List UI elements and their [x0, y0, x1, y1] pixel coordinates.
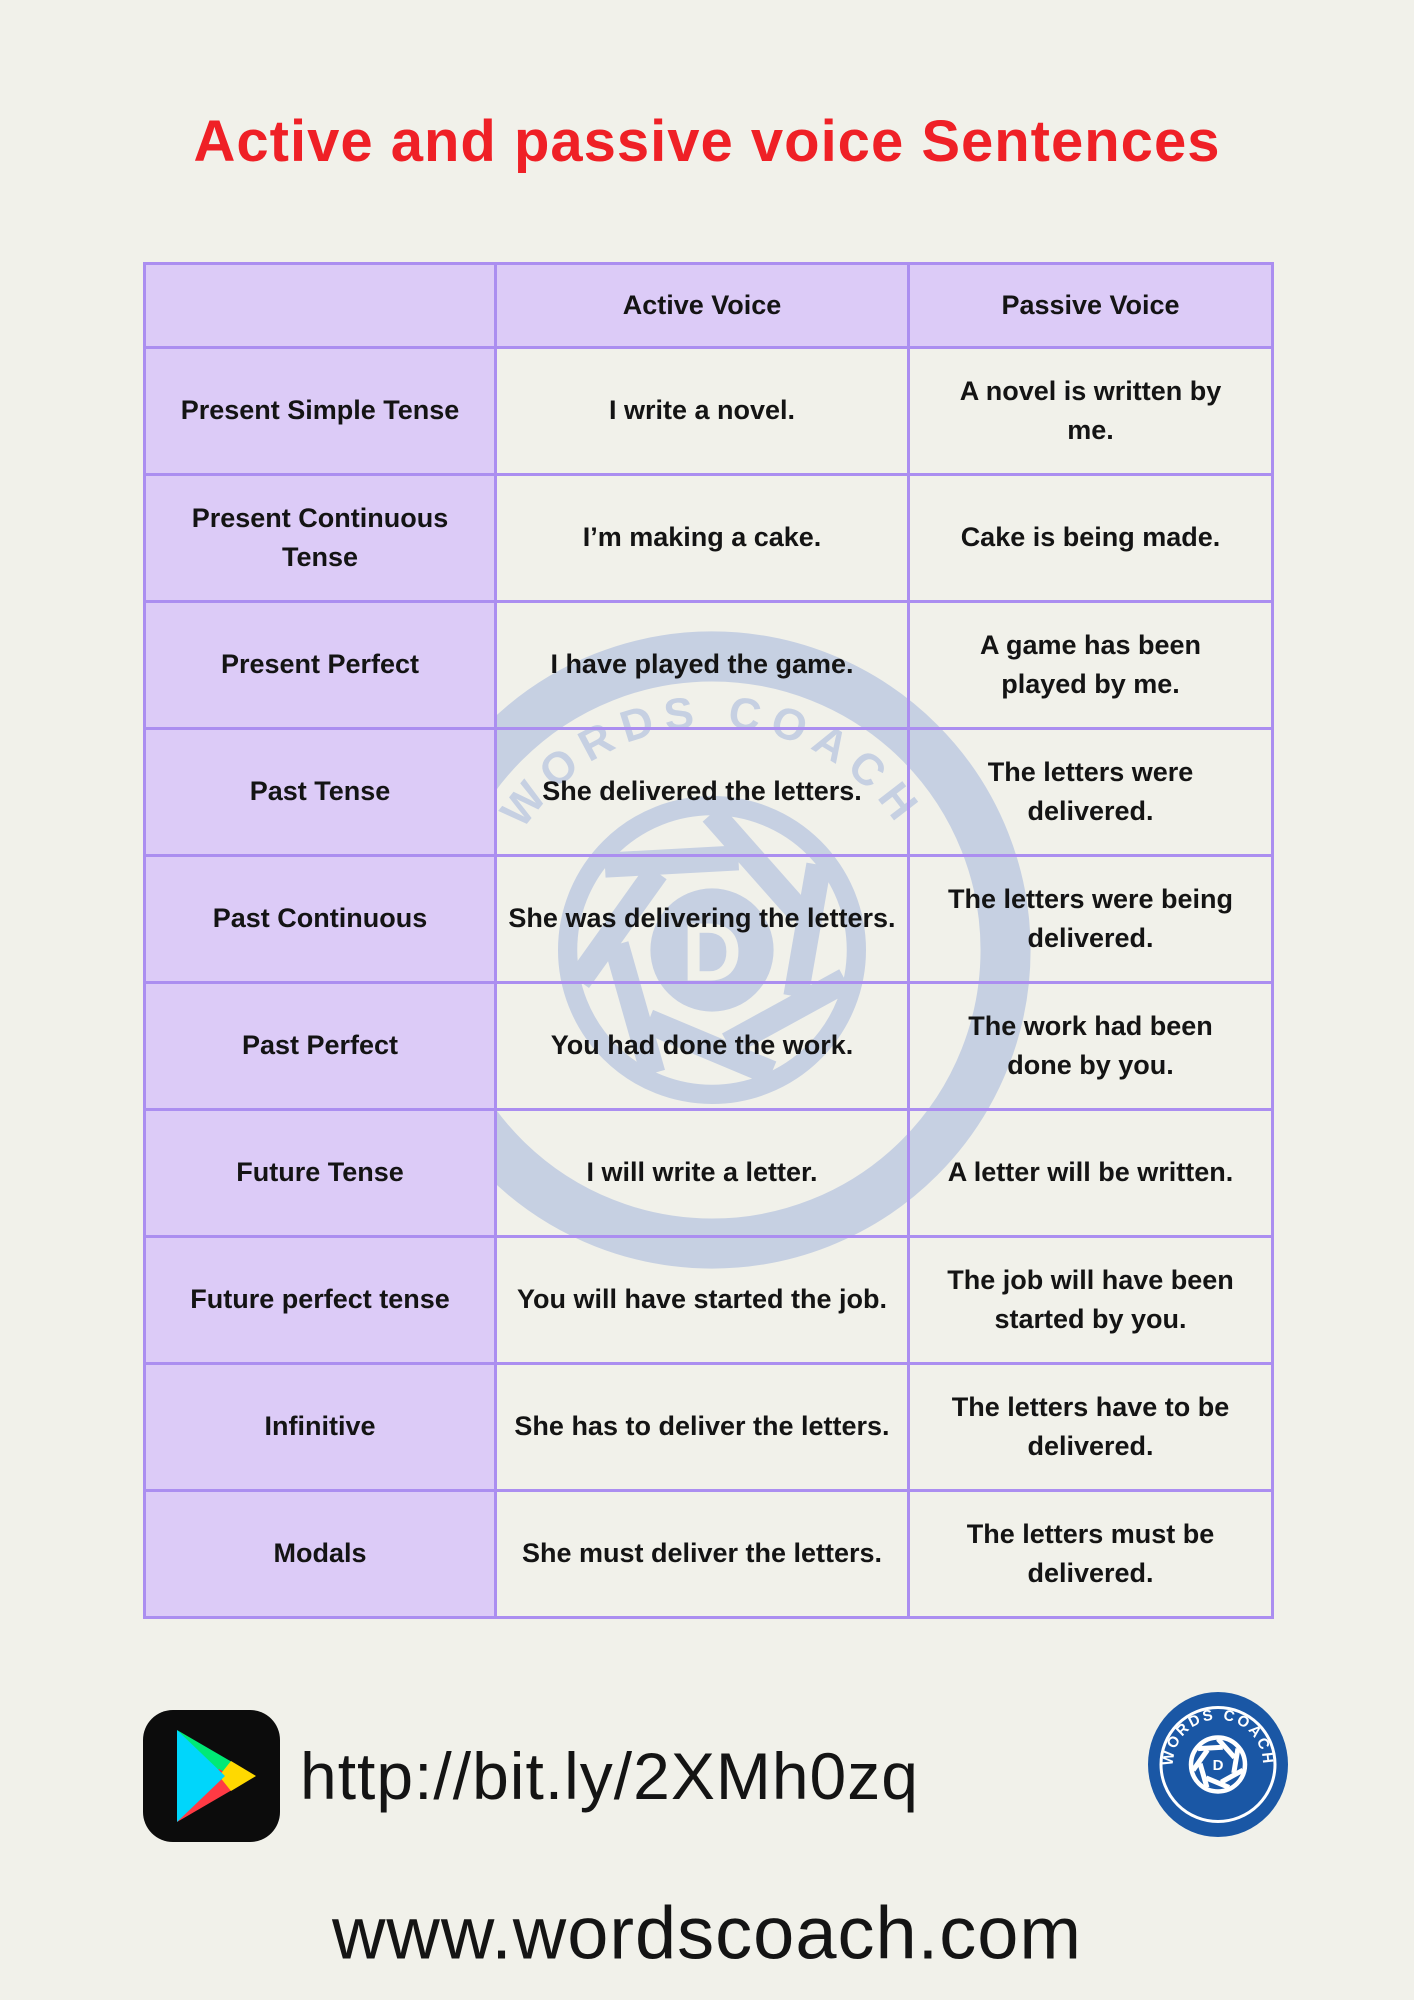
- passive-cell: The work had been done by you.: [907, 981, 1274, 1111]
- svg-text:D: D: [1213, 1757, 1224, 1774]
- website-link[interactable]: www.wordscoach.com: [331, 1891, 1082, 1975]
- active-cell: I have played the game.: [494, 600, 910, 730]
- passive-cell: A letter will be written.: [907, 1108, 1274, 1238]
- tense-label: Future Tense: [143, 1108, 497, 1238]
- table-row: Future Tense I will write a letter. A le…: [143, 1108, 1274, 1238]
- tense-table-container: WORDS COACH D: [143, 262, 1274, 1650]
- page-title: Active and passive voice Sentences: [193, 109, 1221, 174]
- active-cell: She has to deliver the letters.: [494, 1362, 910, 1492]
- active-cell: You had done the work.: [494, 981, 910, 1111]
- active-cell: She must deliver the letters.: [494, 1489, 910, 1619]
- tense-label: Past Perfect: [143, 981, 497, 1111]
- active-cell: You will have started the job.: [494, 1235, 910, 1365]
- tense-label: Present Simple Tense: [143, 346, 497, 476]
- table-row: Future perfect tense You will have start…: [143, 1235, 1274, 1365]
- table-row: Present Continuous Tense I’m making a ca…: [143, 473, 1274, 603]
- passive-cell: The letters must be delivered.: [907, 1489, 1274, 1619]
- active-passive-table: Active Voice Passive Voice Present Simpl…: [143, 262, 1274, 1619]
- app-download-link[interactable]: http://bit.ly/2XMh0zq: [300, 1739, 919, 1813]
- tense-label: Past Continuous: [143, 854, 497, 984]
- active-cell: She was delivering the letters.: [494, 854, 910, 984]
- tense-label: Present Perfect: [143, 600, 497, 730]
- tense-label: Future perfect tense: [143, 1235, 497, 1365]
- table-row: Past Continuous She was delivering the l…: [143, 854, 1274, 984]
- table-row: Modals She must deliver the letters. The…: [143, 1489, 1274, 1619]
- passive-cell: The letters were delivered.: [907, 727, 1274, 857]
- table-row: Present Simple Tense I write a novel. A …: [143, 346, 1274, 476]
- table-row: Past Perfect You had done the work. The …: [143, 981, 1274, 1111]
- column-header-passive: Passive Voice: [907, 262, 1274, 349]
- tense-label: Infinitive: [143, 1362, 497, 1492]
- table-row: Past Tense She delivered the letters. Th…: [143, 727, 1274, 857]
- google-play-icon[interactable]: [143, 1710, 280, 1842]
- passive-cell: The job will have been started by you.: [907, 1235, 1274, 1365]
- header-row: Active Voice Passive Voice: [143, 262, 1274, 349]
- active-cell: I write a novel.: [494, 346, 910, 476]
- active-cell: She delivered the letters.: [494, 727, 910, 857]
- words-coach-logo: WORDS COACH D: [1148, 1692, 1288, 1837]
- active-cell: I’m making a cake.: [494, 473, 910, 603]
- passive-cell: A novel is written by me.: [907, 346, 1274, 476]
- active-cell: I will write a letter.: [494, 1108, 910, 1238]
- passive-cell: A game has been played by me.: [907, 600, 1274, 730]
- tense-label: Present Continuous Tense: [143, 473, 497, 603]
- table-row: Present Perfect I have played the game. …: [143, 600, 1274, 730]
- tense-label: Past Tense: [143, 727, 497, 857]
- tense-label: Modals: [143, 1489, 497, 1619]
- passive-cell: The letters were being delivered.: [907, 854, 1274, 984]
- corner-cell: [143, 262, 497, 349]
- passive-cell: The letters have to be delivered.: [907, 1362, 1274, 1492]
- passive-cell: Cake is being made.: [907, 473, 1274, 603]
- column-header-active: Active Voice: [494, 262, 910, 349]
- table-row: Infinitive She has to deliver the letter…: [143, 1362, 1274, 1492]
